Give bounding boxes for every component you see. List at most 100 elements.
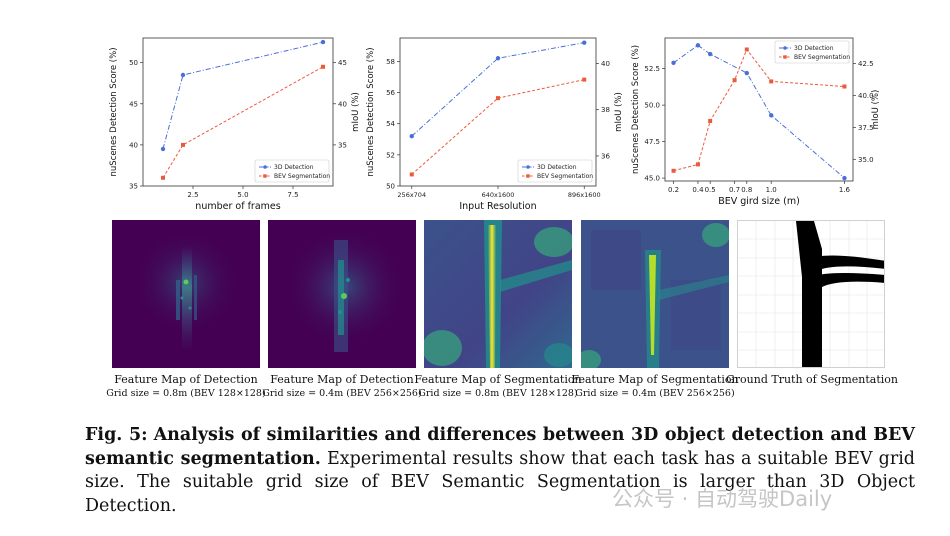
legend-label: 3D Detection [537, 164, 577, 171]
data-point [695, 43, 701, 48]
data-point [582, 77, 587, 82]
data-point [842, 84, 847, 89]
x-tick-label: 0.5 [705, 186, 716, 194]
figure-subtitle: Grid size = 0.8m (BEV 128×128) [106, 388, 266, 399]
series-line [673, 44, 845, 179]
series-line [162, 66, 324, 179]
data-point [842, 175, 847, 181]
y2-tick-label: 45 [338, 59, 347, 67]
x-tick-label: 0.8 [741, 186, 752, 194]
figure-caption-2: Feature Map of Detection Grid size = 0.4… [257, 373, 427, 401]
series-line [411, 42, 585, 137]
y2-tick-label: 40 [338, 100, 347, 108]
legend-marker [526, 174, 530, 178]
data-point [582, 40, 587, 45]
data-point [180, 72, 186, 78]
data-point [181, 142, 185, 147]
x-tick-label: 1.6 [839, 186, 851, 194]
data-point [695, 162, 700, 167]
figure-subtitle: Grid size = 0.8m (BEV 128×128) [418, 388, 578, 399]
figure-subtitle: Grid size = 0.4m (BEV 256×256) [575, 388, 735, 399]
figure-title: Feature Map of Detection [270, 373, 414, 386]
x-tick-label: 0.2 [668, 186, 679, 194]
data-point [161, 175, 165, 180]
caption-bold: Analysis of similarities and differences… [85, 425, 915, 469]
figure-caption-3: Feature Map of Segmentation Grid size = … [413, 373, 583, 401]
y2-tick-label: 40 [601, 60, 610, 68]
figure-title: Ground Truth of Segmentation [726, 373, 898, 386]
y2-axis-label: mIoU (%) [871, 90, 881, 130]
plot-frame [142, 37, 334, 187]
y2-tick-label: 35.0 [858, 156, 874, 164]
y-axis-label: nuScenes Detection Score (%) [366, 47, 376, 176]
figure-subtitle: Grid size = 0.4m (BEV 256×256) [262, 388, 422, 399]
y-tick-label: 50.0 [644, 102, 660, 110]
data-point [495, 56, 501, 61]
x-tick-label: 0.7 [729, 186, 740, 194]
y-tick-label: 52.5 [644, 65, 660, 73]
chart-frames: 2.5 5.0 7.5 35 40 45 50 35 40 45 number of frames n… [109, 37, 360, 212]
legend-label: BEV Segmentation [274, 173, 330, 180]
y-tick-label: 45 [129, 100, 138, 108]
data-point [671, 60, 676, 66]
y-axis-label: nuScenes Detection Score (%) [631, 45, 641, 174]
legend-marker [783, 55, 787, 59]
y-tick-label: 54 [386, 120, 395, 128]
caption-text: Experimental results show that each task… [85, 448, 915, 516]
y2-tick-label: 35 [338, 141, 347, 149]
x-tick-label: 7.5 [287, 191, 298, 199]
feature-map-detection-128 [112, 220, 260, 368]
x-axis-label: Input Resolution [459, 201, 536, 212]
x-tick-label: 5.0 [237, 191, 248, 199]
figure-title: Feature Map of Segmentation [414, 373, 582, 386]
y-tick-label: 35 [129, 183, 138, 191]
x-tick-label: 1.0 [766, 186, 777, 194]
data-point [744, 70, 749, 76]
series-line [673, 48, 845, 172]
data-point [321, 64, 325, 69]
plot-frame [664, 37, 854, 182]
y2-tick-label: 38 [601, 106, 610, 114]
legend-marker [526, 165, 530, 169]
x-axis-label: BEV gird size (m) [718, 196, 800, 207]
y-tick-label: 47.5 [644, 138, 660, 146]
x-tick-label: 2.5 [187, 191, 198, 199]
x-tick-label: 256x704 [397, 191, 426, 199]
y-tick-label: 45.0 [644, 175, 660, 183]
feature-map-segmentation-256 [581, 220, 729, 368]
legend-label: BEV Segmentation [794, 54, 850, 61]
y-tick-label: 50 [129, 59, 138, 67]
data-point [732, 78, 737, 83]
feature-map-segmentation-128 [424, 220, 572, 368]
figure-caption-4: Feature Map of Segmentation Grid size = … [570, 373, 740, 401]
caption-label: Fig. 5: [85, 425, 148, 445]
y2-tick-label: 40.0 [858, 92, 874, 100]
data-point [409, 133, 414, 139]
y2-tick-label: 37.5 [858, 124, 874, 132]
legend-label: BEV Segmentation [537, 173, 593, 180]
figure-caption-1: Feature Map of Detection Grid size = 0.8… [101, 373, 271, 401]
data-point [707, 51, 713, 57]
x-tick-label: 0.4 [692, 186, 704, 194]
x-tick-label: 640x1600 [482, 191, 515, 199]
data-point [496, 96, 500, 101]
y2-tick-label: 36 [601, 152, 610, 160]
ground-truth-segmentation [737, 220, 885, 368]
data-point [320, 39, 326, 45]
data-point [671, 168, 676, 173]
legend-box [774, 40, 850, 64]
legend-label: 3D Detection [794, 45, 834, 52]
data-point [744, 47, 749, 52]
data-point [708, 118, 713, 123]
y2-axis-label: mIoU (%) [614, 92, 624, 132]
legend-box [517, 159, 593, 183]
data-point [769, 79, 774, 84]
y-axis-label: nuScenes Detection Score (%) [109, 47, 119, 176]
legend-marker [263, 174, 267, 178]
y-tick-label: 50 [386, 183, 395, 191]
series-line [162, 41, 324, 150]
figure-caption-5: Ground Truth of Segmentation [726, 373, 898, 387]
data-point [769, 113, 774, 118]
chart-input-resolution: 256x704 640x1600 896x1600 50 52 54 56 58 36 38 40 I… [366, 37, 624, 212]
figure-title: Feature Map of Detection [114, 373, 258, 386]
